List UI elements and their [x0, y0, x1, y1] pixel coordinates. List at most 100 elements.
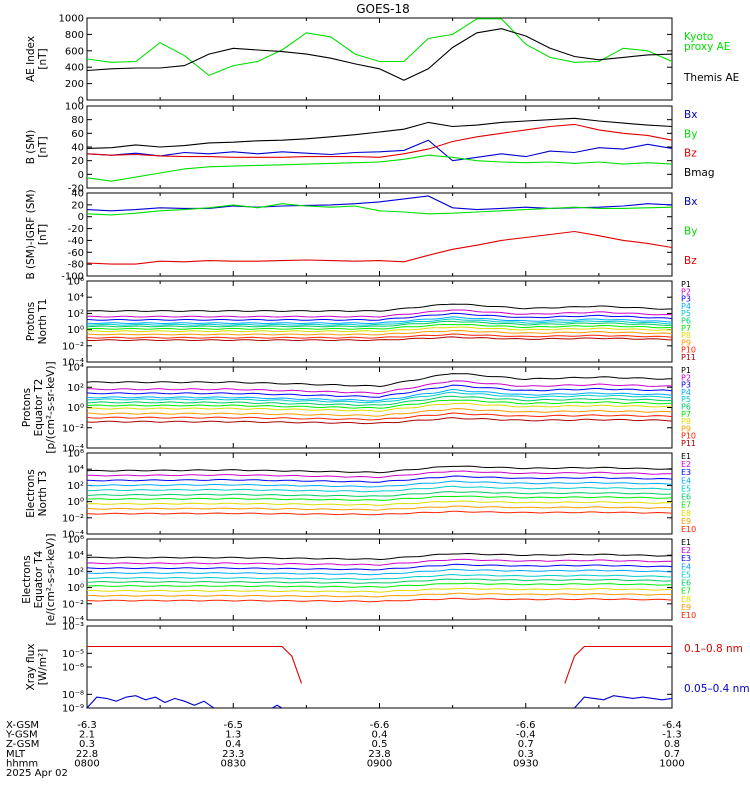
series-line [564, 645, 672, 684]
y-axis-label: B (SM)-IGRF (SM) [25, 189, 37, 279]
y-tick-label: 20 [71, 156, 84, 167]
y-tick-label: 100 [65, 102, 84, 113]
orbit-time-axis: X-GSM -6.3 -6.5 -6.6 -6.6 -6.4Y-GSM 2.1 1.3 0.4-… [5, 720, 685, 779]
series-line [87, 695, 215, 708]
channel-legend-p2: P2 [681, 287, 691, 296]
y-axis-label: Equator T4 [33, 550, 45, 608]
channel-legend-e6: E6 [681, 579, 691, 588]
channel-legend-e9: E9 [681, 603, 691, 612]
orbit-row-value: 0.5 [372, 739, 388, 750]
y-tick-label: 10⁻⁸ [62, 690, 84, 701]
channel-line-p10 [87, 333, 672, 339]
channel-line-p9 [87, 408, 672, 417]
orbit-row-value: -6.6 [370, 720, 390, 731]
channel-legend-e1: E1 [681, 538, 691, 547]
y-axis-label: North T3 [37, 471, 49, 517]
y-tick-label: 10⁻³ [62, 622, 84, 633]
panel-frame [86, 452, 673, 535]
channel-line-e2 [87, 470, 672, 479]
channel-line-e10 [87, 510, 672, 516]
y-tick-label: 10⁰ [67, 325, 84, 336]
y-tick-label: 10⁻⁴ [62, 358, 84, 369]
legend-entry: Bz [684, 255, 697, 267]
series-line [87, 28, 672, 81]
channel-line-e5 [87, 573, 672, 580]
channel-legend-e5: E5 [681, 570, 691, 579]
channel-line-e7 [87, 495, 672, 501]
series-line [272, 704, 283, 708]
channel-line-e8 [87, 500, 672, 506]
y-axis-label: Equator T2 [33, 379, 45, 437]
channel-legend-p5: P5 [681, 395, 691, 404]
channel-line-p7 [87, 323, 672, 330]
y-tick-label: 10⁻⁵ [62, 649, 84, 660]
channel-line-e1 [87, 552, 672, 561]
y-tick-label: 10⁴ [67, 363, 84, 374]
orbit-row-value: -6.3 [77, 720, 97, 731]
y-tick-label: 0 [78, 170, 84, 181]
channel-legend-e7: E7 [681, 587, 691, 596]
channel-legend-e4: E4 [681, 562, 691, 571]
y-tick-label: 10⁶ [67, 535, 84, 546]
y-tick-label: 10⁰ [67, 403, 84, 414]
y-axis-label: [nT] [37, 224, 49, 245]
channel-line-e3 [87, 563, 672, 571]
channel-line-p5 [87, 391, 672, 404]
y-tick-label: 80 [71, 115, 84, 126]
orbit-row-value: -6.4 [662, 720, 682, 731]
channel-line-e8 [87, 587, 672, 593]
channel-legend-p8: P8 [681, 417, 691, 426]
y-tick-label: 10⁻² [62, 513, 84, 524]
channel-legend-e1: E1 [681, 452, 691, 461]
y-axis-label: [nT] [37, 48, 49, 69]
series-line [87, 117, 672, 149]
channel-legend-e3: E3 [681, 554, 691, 563]
channel-line-e7 [87, 582, 672, 588]
y-axis-label: Electrons [21, 555, 33, 604]
legend-entry: Bz [684, 148, 697, 160]
date-label: 2025 Apr 02 [6, 768, 68, 779]
plot-title: GOES-18 [356, 2, 410, 16]
y-tick-label: 40 [71, 143, 84, 154]
legend-entry: proxy AE [684, 41, 730, 53]
channel-legend-p10: P10 [681, 432, 696, 441]
channel-legend-p10: P10 [681, 346, 696, 355]
y-tick-label: 10⁰ [67, 583, 84, 594]
panel-frame [86, 366, 673, 449]
y-axis-label: [p/(cm²-s-sr-keV)] [45, 361, 57, 453]
y-axis-label: Xray flux [25, 644, 37, 691]
y-tick-label: 10⁻⁴ [62, 616, 84, 627]
plot-area [87, 303, 672, 342]
orbit-row-value: -0.4 [516, 730, 536, 741]
channel-line-p5 [87, 318, 672, 326]
channel-line-p2 [87, 380, 672, 395]
channel-legend-p3: P3 [681, 381, 691, 390]
channel-line-p7 [87, 399, 672, 409]
y-axis-label: [nT] [37, 136, 49, 157]
orbit-row-value: -1.3 [662, 730, 682, 741]
y-axis-label: Electrons [25, 469, 37, 518]
channel-legend-e10: E10 [681, 611, 696, 620]
channel-line-p1 [87, 303, 672, 312]
series-line [87, 123, 672, 158]
legend-entry: 0.05–0.4 nm [684, 683, 750, 695]
legend-entry: Kyoto [684, 31, 713, 43]
y-axis-label: North T1 [37, 299, 49, 345]
channel-legend-e2: E2 [681, 460, 691, 469]
y-axis-label: [e/(cm²-s-sr-keV)] [45, 534, 57, 626]
y-tick-label: -60 [68, 248, 84, 259]
orbit-row-label: Z-GSM [6, 739, 39, 750]
channel-line-p8 [87, 326, 672, 333]
panel-frame [86, 17, 673, 101]
orbit-row-value: 0.3 [79, 739, 95, 750]
channel-line-p4 [87, 316, 672, 325]
panel-ae: 0 200 400 600 800 1000 AE Index [nT] Kyotoproxy … [25, 14, 739, 107]
channel-legend-p8: P8 [681, 331, 691, 340]
y-tick-label: 10⁻² [62, 423, 84, 434]
legend-entry: Themis AE [683, 72, 739, 84]
orbit-row-value: 0.7 [664, 749, 680, 760]
y-tick-label: 40 [71, 189, 84, 200]
